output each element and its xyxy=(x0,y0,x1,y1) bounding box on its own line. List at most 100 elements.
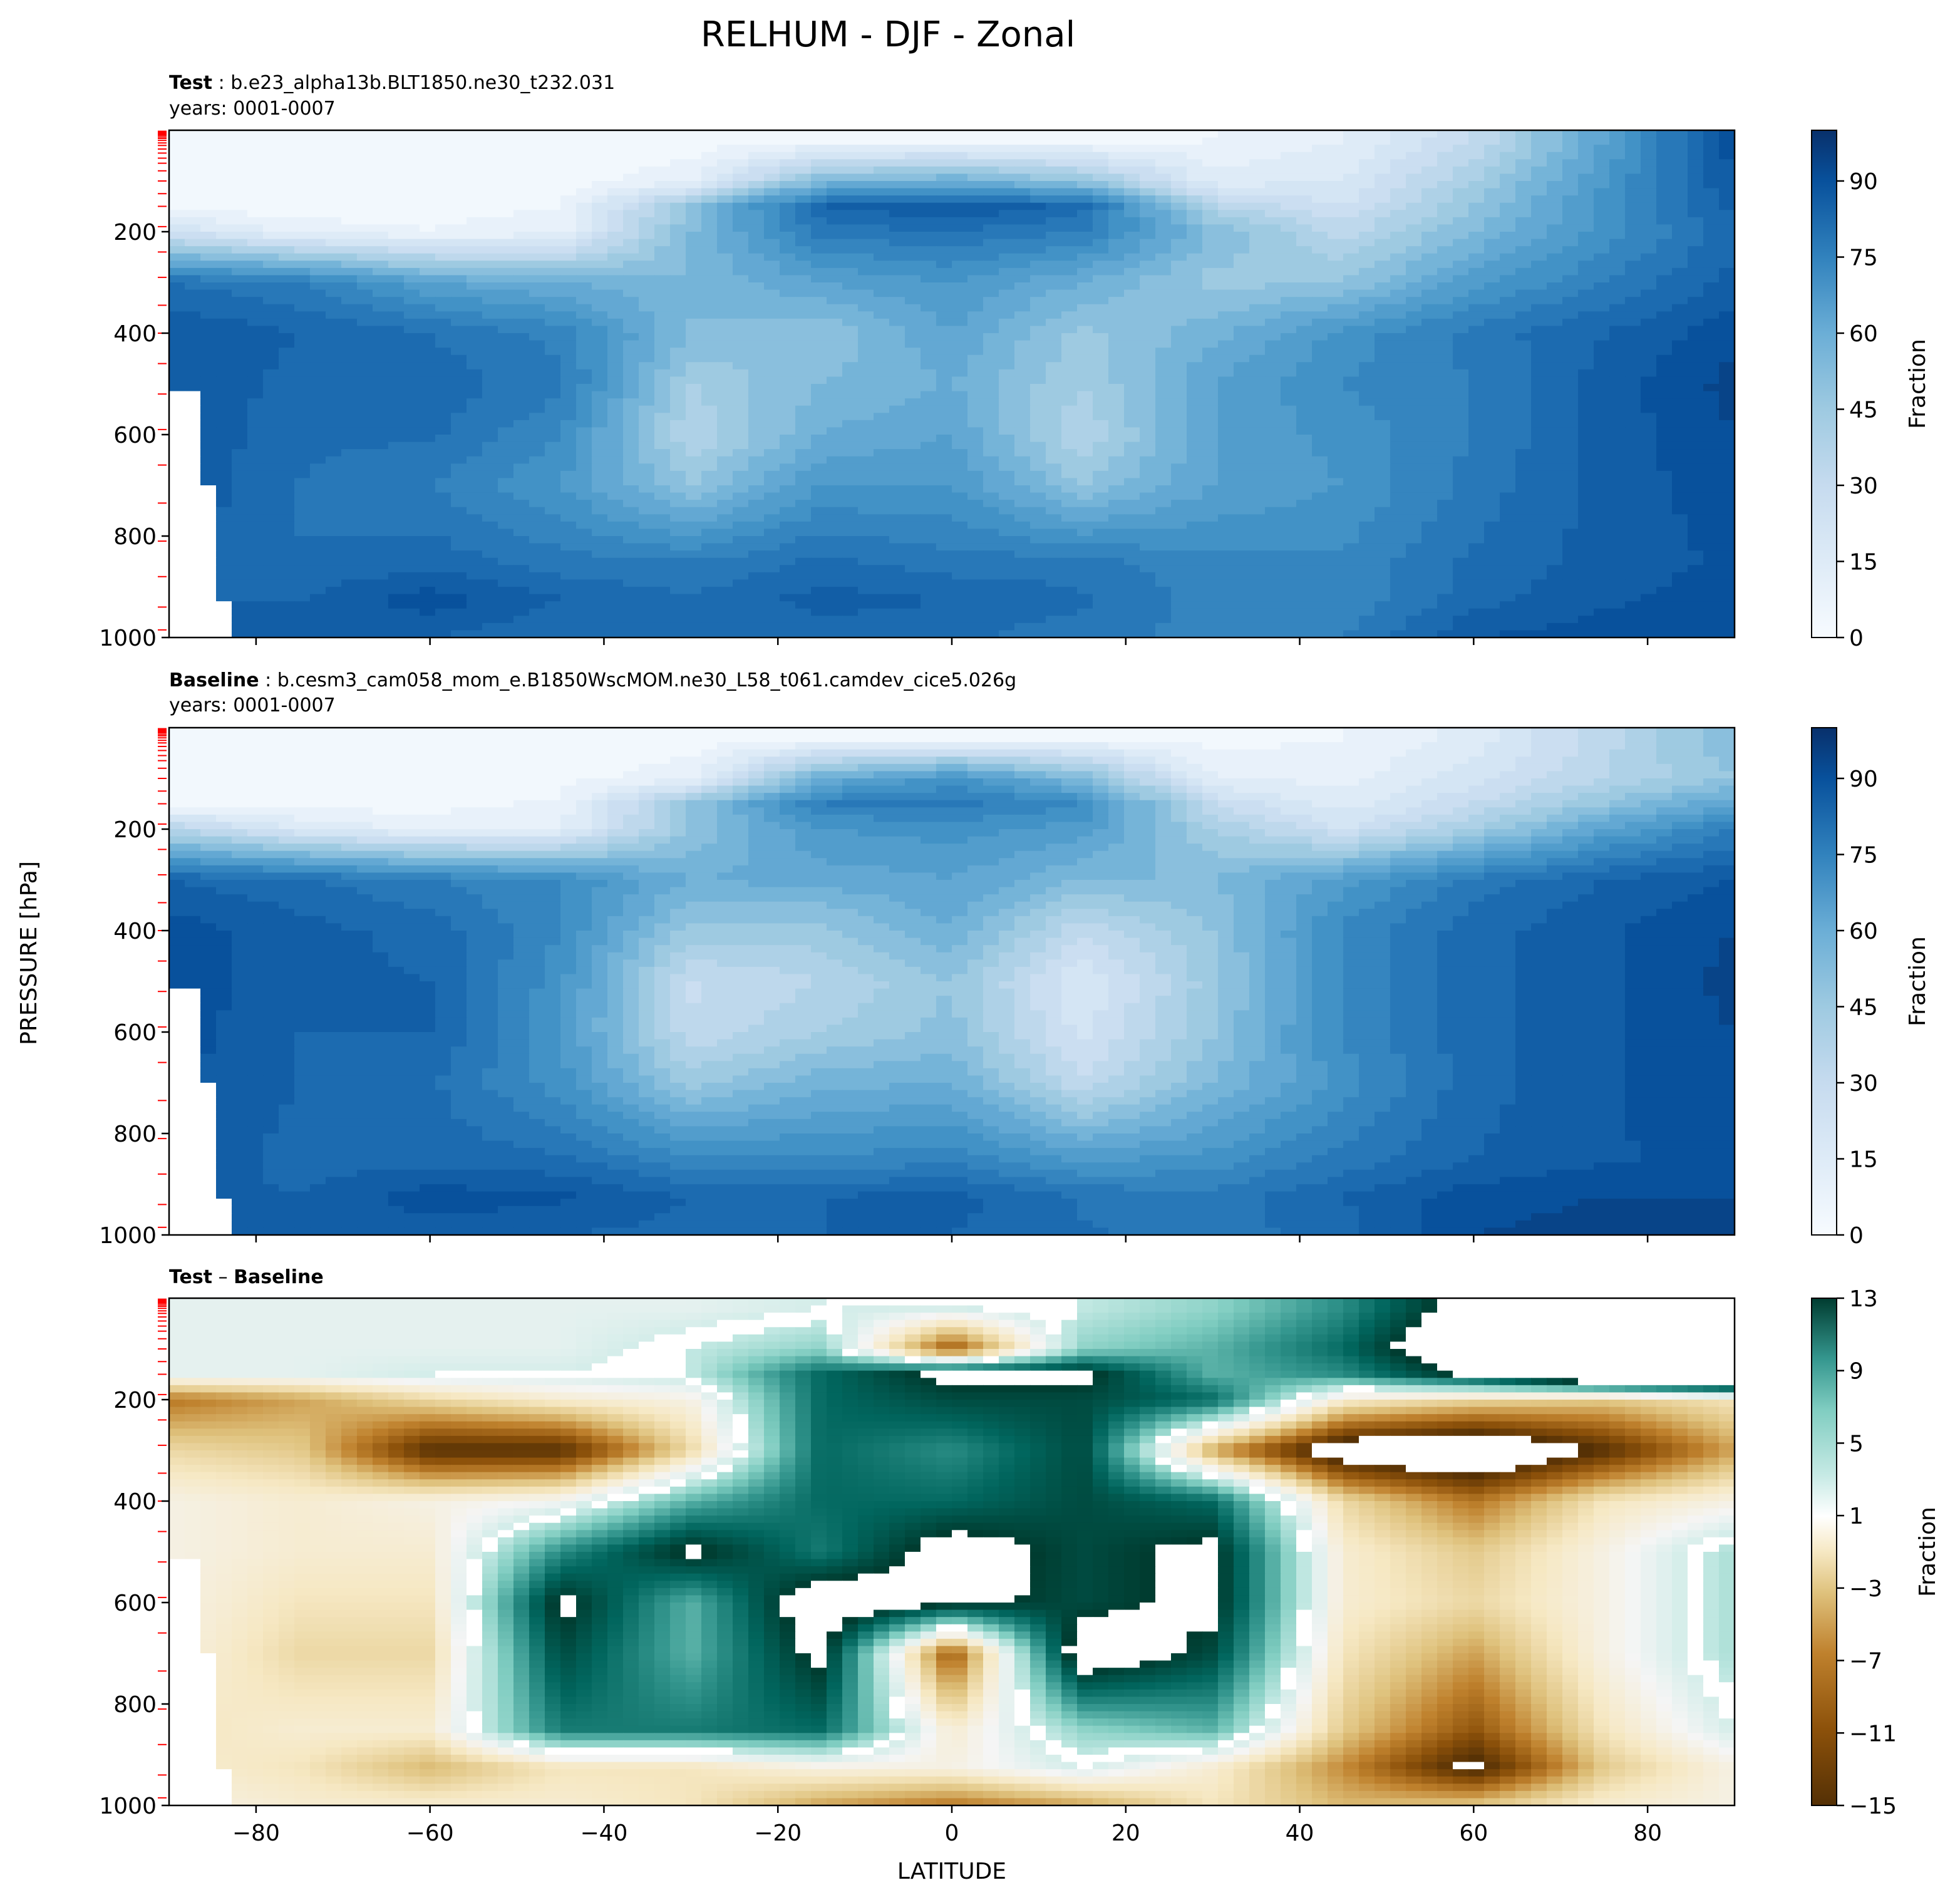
contour-cell xyxy=(654,470,671,479)
contour-cell xyxy=(1515,427,1532,435)
contour-cell xyxy=(1484,340,1500,348)
contour-cell xyxy=(1296,246,1313,254)
contour-cell xyxy=(1484,304,1500,312)
contour-cell xyxy=(1688,297,1704,305)
contour-cell xyxy=(310,181,326,189)
contour-cell xyxy=(780,449,796,457)
contour-cell xyxy=(1390,202,1406,210)
contour-cell xyxy=(232,449,248,457)
contour-cell xyxy=(279,318,295,327)
contour-cell xyxy=(1108,463,1125,472)
contour-cell xyxy=(529,145,545,153)
contour-cell xyxy=(1234,289,1250,297)
contour-cell xyxy=(905,275,921,283)
contour-cell xyxy=(451,333,467,341)
contour-cell xyxy=(1030,130,1046,138)
contour-cell xyxy=(200,173,217,182)
contour-cell xyxy=(420,195,436,204)
contour-cell xyxy=(1515,239,1532,247)
contour-cell xyxy=(1703,391,1720,399)
contour-cell xyxy=(905,456,921,464)
contour-cell xyxy=(733,369,749,378)
contour-cell xyxy=(764,297,780,305)
contour-cell xyxy=(1609,261,1626,269)
contour-cell xyxy=(1014,485,1031,493)
contour-cell xyxy=(467,188,483,196)
contour-cell xyxy=(639,239,655,247)
contour-cell xyxy=(1468,420,1485,428)
contour-cell xyxy=(357,413,373,421)
contour-cell xyxy=(905,326,921,334)
contour-cell xyxy=(1312,456,1328,464)
contour-cell xyxy=(216,282,232,291)
contour-cell xyxy=(1140,253,1156,261)
contour-cell xyxy=(1359,297,1375,305)
contour-cell xyxy=(341,413,358,421)
contour-cell xyxy=(435,405,451,413)
contour-cell xyxy=(1061,261,1078,269)
contour-cell xyxy=(1124,202,1140,210)
contour-cell xyxy=(1375,261,1391,269)
contour-cell xyxy=(936,232,952,240)
contour-cell xyxy=(498,348,514,356)
contour-cell xyxy=(827,456,843,464)
contour-cell xyxy=(921,376,937,385)
contour-cell xyxy=(1515,413,1532,421)
contour-cell xyxy=(1390,333,1406,341)
contour-cell xyxy=(1421,217,1438,225)
contour-cell xyxy=(482,348,498,356)
contour-cell xyxy=(607,485,624,493)
contour-cell xyxy=(545,145,561,153)
contour-cell xyxy=(1515,282,1532,291)
contour-cell xyxy=(889,470,905,479)
contour-cell xyxy=(701,398,718,406)
contour-cell xyxy=(1406,239,1422,247)
contour-cell xyxy=(1108,478,1125,486)
contour-cell xyxy=(1171,435,1187,443)
contour-cell xyxy=(733,239,749,247)
contour-cell xyxy=(373,420,389,428)
contour-cell xyxy=(498,354,514,363)
contour-cell xyxy=(1202,340,1219,348)
contour-cell xyxy=(1343,181,1359,189)
contour-cell xyxy=(1093,159,1109,167)
contour-cell xyxy=(1077,145,1093,153)
contour-cell xyxy=(545,470,561,479)
contour-cell xyxy=(185,340,201,348)
contour-cell xyxy=(1343,275,1359,283)
contour-cell xyxy=(1406,173,1422,182)
contour-cell xyxy=(1609,159,1626,167)
contour-cell xyxy=(827,282,843,291)
contour-cell xyxy=(404,145,420,153)
contour-cell xyxy=(1719,224,1735,232)
contour-cell xyxy=(482,282,498,291)
contour-cell xyxy=(1140,478,1156,486)
contour-cell xyxy=(451,202,467,210)
contour-cell xyxy=(1406,261,1422,269)
contour-cell xyxy=(795,137,812,145)
contour-cell xyxy=(811,152,827,160)
contour-cell xyxy=(592,267,608,276)
contour-cell xyxy=(1390,253,1406,261)
contour-cell xyxy=(654,217,671,225)
contour-cell xyxy=(1641,202,1657,210)
contour-cell xyxy=(1578,239,1594,247)
contour-cell xyxy=(169,232,185,240)
contour-cell xyxy=(169,384,185,392)
contour-cell xyxy=(1688,130,1704,138)
contour-cell xyxy=(1124,420,1140,428)
contour-cell xyxy=(717,435,733,443)
contour-cell xyxy=(764,217,780,225)
contour-cell xyxy=(921,137,937,145)
contour-cell xyxy=(1077,398,1093,406)
contour-cell xyxy=(513,362,530,370)
contour-cell xyxy=(435,232,451,240)
contour-cell xyxy=(1578,261,1594,269)
contour-cell xyxy=(983,318,999,327)
contour-cell xyxy=(1202,456,1219,464)
contour-cell xyxy=(560,188,577,196)
contour-cell xyxy=(811,326,827,334)
contour-cell xyxy=(1641,152,1657,160)
contour-cell xyxy=(560,435,577,443)
contour-cell xyxy=(185,253,201,261)
